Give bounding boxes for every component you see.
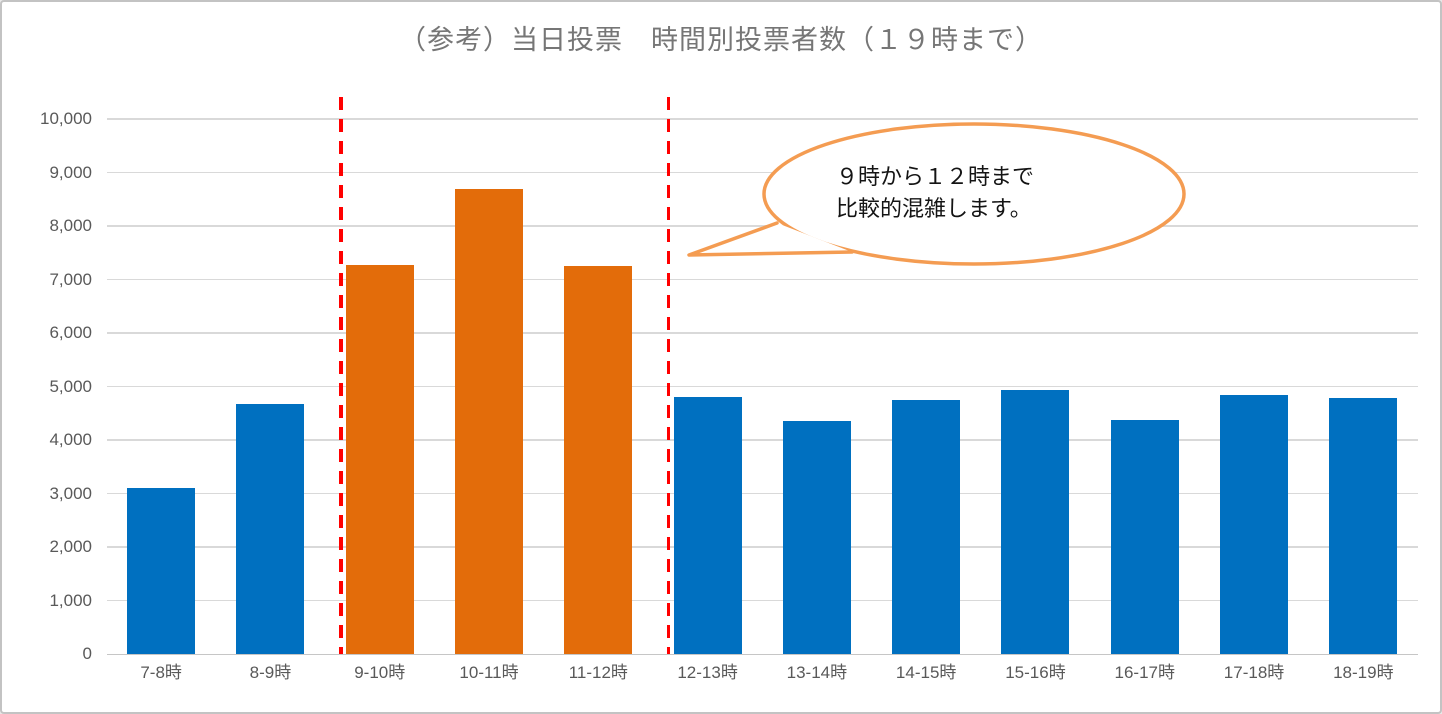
x-axis-label: 14-15時: [895, 663, 957, 682]
bar-13-14時: [782, 421, 851, 654]
bar-11-12時: [564, 266, 633, 654]
y-axis-label: 2,000: [49, 537, 92, 556]
gridline: [106, 118, 1418, 120]
bar-9-10時: [345, 264, 414, 654]
x-axis-label: 10-11時: [459, 663, 519, 682]
bar-10-11時: [455, 188, 524, 654]
bar-7-8時: [127, 488, 196, 654]
bar-17-18時: [1220, 395, 1289, 654]
y-axis-label: 1,000: [49, 590, 92, 610]
callout-text-line2: 比較的混雑します。: [836, 196, 1032, 221]
y-axis-label: 6,000: [49, 323, 92, 342]
x-axis-label: 17-18時: [1223, 663, 1285, 682]
gridline: [106, 546, 1418, 548]
x-axis-label: 16-17時: [1114, 663, 1175, 682]
x-axis-label: 15-16時: [1005, 663, 1066, 682]
bar-14-15時: [892, 399, 961, 654]
gridline: [106, 171, 1418, 174]
gridline: [106, 332, 1418, 334]
divider-line: [339, 97, 343, 654]
y-axis-label: 3,000: [49, 483, 92, 503]
x-axis-label: 8-9時: [249, 663, 292, 682]
gridline: [106, 599, 1418, 602]
y-axis-label: 0: [82, 644, 92, 663]
y-axis-label: 7,000: [49, 269, 92, 289]
bar-8-9時: [236, 404, 305, 654]
gridline: [106, 278, 1418, 281]
bar-12-13時: [673, 397, 742, 654]
y-axis-label: 10,000: [40, 109, 92, 128]
callout-text-line1: ９時から１２時まで: [836, 164, 1035, 189]
x-axis-label: 11-12時: [568, 663, 628, 682]
bar-16-17時: [1110, 419, 1179, 654]
y-axis-label: 8,000: [49, 216, 92, 235]
divider-line: [666, 97, 671, 654]
bar-15-16時: [1001, 390, 1070, 654]
y-axis-label: 9,000: [49, 162, 92, 182]
x-axis-line: [106, 653, 1418, 655]
x-axis-label: 13-14時: [786, 663, 848, 682]
x-axis-label: 7-8時: [140, 663, 182, 682]
gridline: [106, 385, 1418, 388]
callout-text: ９時から１２時まで 比較的混雑します。: [836, 161, 1034, 225]
x-axis-label: 9-10時: [354, 663, 406, 682]
callout-tail: [687, 221, 854, 257]
gridline: [106, 492, 1418, 495]
gridline: [106, 439, 1418, 441]
x-axis-label: 18-19時: [1333, 663, 1394, 682]
x-axis-label: 12-13時: [677, 663, 738, 682]
gridline: [106, 225, 1418, 227]
y-axis-label: 5,000: [49, 376, 92, 396]
bar-18-19時: [1329, 397, 1398, 654]
chart-title: （参考）当日投票 時間別投票者数（１９時まで）: [399, 25, 1043, 55]
y-axis-label: 4,000: [49, 430, 92, 449]
